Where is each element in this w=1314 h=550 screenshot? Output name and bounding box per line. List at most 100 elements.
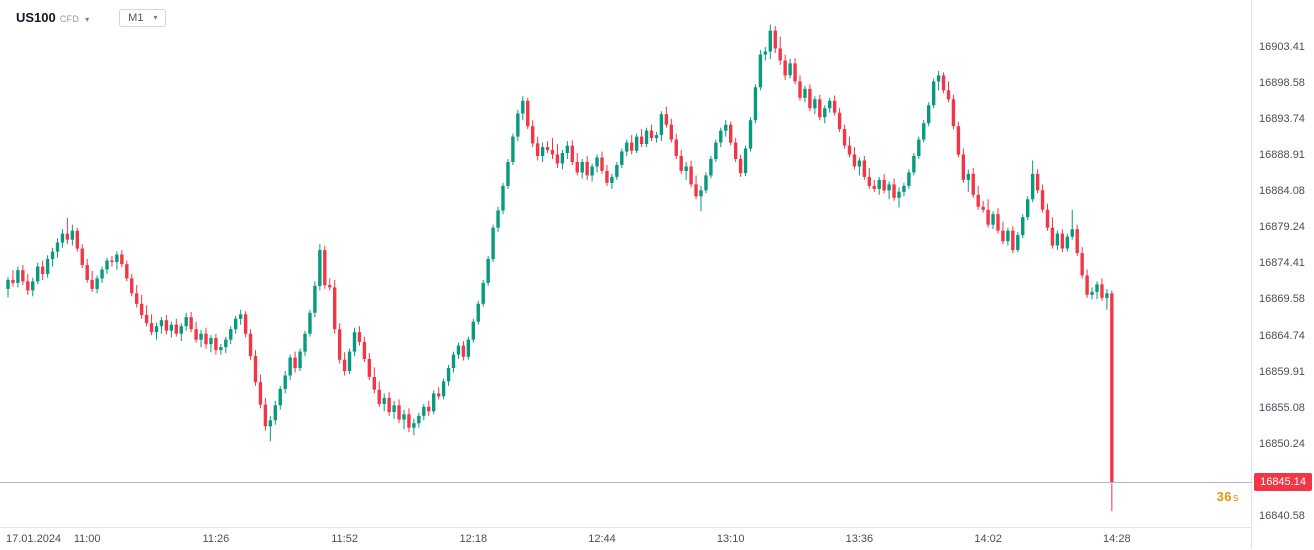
candle-body — [516, 113, 520, 137]
candle-body — [615, 165, 619, 177]
candle-body — [679, 156, 683, 171]
candle-body — [758, 54, 763, 88]
candle-body — [337, 329, 342, 360]
candle-body — [733, 142, 738, 159]
time-axis-label: 14:02 — [974, 533, 1002, 545]
symbol-name: US100 — [16, 10, 56, 25]
candle-body — [773, 30, 777, 49]
candle-body — [922, 123, 926, 140]
current-price-badge: 16845.14 — [1254, 473, 1312, 491]
candle-body — [402, 414, 406, 420]
candle-body — [644, 130, 649, 144]
candle-body — [610, 176, 614, 183]
candle-body — [976, 194, 980, 207]
candle-body — [491, 227, 495, 260]
candle-body — [313, 285, 317, 313]
candle-body — [298, 351, 302, 368]
candle-body — [456, 345, 461, 355]
candle-body — [966, 173, 970, 180]
candle-body — [135, 293, 139, 304]
candle-body — [1065, 236, 1069, 249]
candle-body — [862, 160, 867, 177]
time-axis-label: 14:28 — [1103, 533, 1131, 545]
timeframe-selector[interactable]: M1 ▾ — [119, 8, 167, 27]
candle-body — [40, 266, 45, 274]
symbol-selector[interactable]: US100 CFD ▾ — [12, 8, 94, 27]
candle-body — [115, 254, 119, 262]
candle-body — [382, 397, 386, 404]
candle-body — [45, 259, 50, 274]
candle-body — [1030, 173, 1035, 200]
candle-body — [1011, 230, 1015, 251]
candle-body — [664, 114, 669, 125]
candle-body — [21, 270, 25, 282]
candle-body — [783, 60, 787, 76]
candle-body — [823, 108, 827, 118]
price-axis-label: 16888.91 — [1259, 149, 1305, 162]
countdown-value: 36 — [1216, 489, 1233, 504]
candle-body — [441, 381, 446, 397]
candle-body — [110, 260, 114, 262]
candle-body — [288, 357, 292, 376]
candle-body — [50, 251, 55, 260]
candle-body — [832, 100, 837, 113]
candle-body — [763, 51, 768, 55]
time-axis[interactable]: 17.01.2024 11:00 11:26 11:52 12:18 12:44 13:10… — [0, 527, 1252, 550]
candle-body — [1045, 209, 1050, 228]
candle-body — [90, 279, 94, 289]
time-axis-label: 12:18 — [459, 533, 488, 545]
candle-body — [872, 185, 876, 189]
candle-body — [521, 100, 525, 114]
candle-body — [1050, 227, 1055, 246]
price-axis-label: 16898.58 — [1259, 77, 1305, 89]
candle-body — [130, 278, 134, 294]
candle-body — [209, 338, 213, 345]
candle-body — [100, 269, 104, 279]
candle-body — [857, 160, 862, 167]
candle-body — [684, 166, 688, 171]
candle-body — [981, 206, 985, 210]
candle-body — [778, 48, 782, 61]
candle-body — [813, 99, 817, 109]
candle-body — [159, 320, 164, 327]
price-axis[interactable]: 16903.41 16898.58 16893.74 16888.91 16884.08… — [1251, 0, 1314, 549]
candle-body — [575, 162, 579, 173]
candle-body — [432, 393, 436, 412]
candlestick-chart — [6, 24, 1114, 512]
candle-body — [936, 75, 941, 82]
candle-body — [283, 375, 287, 389]
candle-body — [526, 100, 530, 127]
candle-body — [446, 368, 451, 382]
candle-body — [669, 124, 673, 140]
candle-body — [620, 151, 624, 165]
candle-body — [234, 318, 238, 330]
candle-body — [392, 405, 396, 412]
candle-body — [11, 279, 15, 283]
candle-body — [897, 191, 901, 198]
candle-body — [422, 406, 426, 416]
candle-body — [625, 142, 629, 152]
candle-body — [105, 260, 109, 270]
candle-body — [377, 389, 381, 404]
candle-body — [699, 190, 703, 197]
candle-body — [818, 99, 822, 118]
candle-body — [75, 230, 79, 249]
candle-body — [550, 150, 555, 155]
candle-body — [95, 278, 99, 289]
candle-body — [828, 100, 832, 109]
candle-body — [1060, 233, 1065, 249]
candle-body — [630, 142, 634, 151]
time-axis-label: 13:10 — [716, 533, 745, 545]
candle-body — [793, 63, 797, 82]
candle-body — [961, 154, 966, 180]
candle-body — [738, 159, 743, 174]
candle-body — [605, 170, 609, 183]
chart-plot-area[interactable]: 36s US100 CFD ▾ M1 ▾ 17.01.2024 11:00 11:2… — [0, 0, 1252, 550]
candle-body — [372, 377, 376, 390]
candle-body — [149, 323, 154, 333]
candle-body — [229, 329, 233, 340]
candle-body — [55, 242, 60, 252]
candle-body — [803, 88, 807, 98]
candle-body — [892, 184, 896, 198]
